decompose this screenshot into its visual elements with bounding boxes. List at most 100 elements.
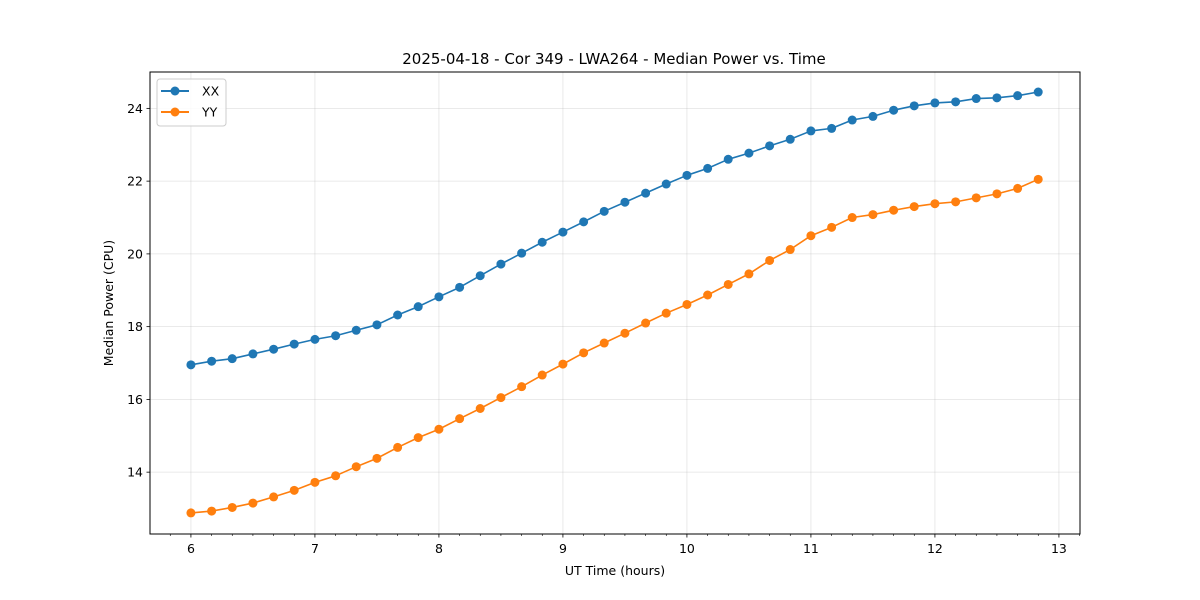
- data-point-yy: [971, 193, 981, 203]
- grid: [150, 72, 1080, 534]
- data-point-yy: [909, 202, 919, 212]
- data-point-yy: [455, 414, 465, 424]
- data-point-xx: [641, 188, 651, 198]
- data-point-yy: [847, 213, 857, 223]
- data-point-xx: [806, 126, 816, 136]
- data-point-yy: [620, 328, 630, 338]
- data-point-xx: [1013, 91, 1023, 101]
- data-point-xx: [496, 259, 506, 269]
- x-tick-label: 11: [803, 541, 819, 556]
- data-point-yy: [351, 462, 361, 472]
- data-point-yy: [537, 370, 547, 380]
- data-point-xx: [372, 320, 382, 330]
- data-point-xx: [971, 94, 981, 104]
- y-tick-label: 16: [127, 392, 143, 407]
- series-layer: [186, 87, 1043, 518]
- data-point-xx: [951, 97, 961, 107]
- data-point-yy: [558, 359, 568, 369]
- chart-title: 2025-04-18 - Cor 349 - LWA264 - Median P…: [402, 50, 826, 68]
- data-point-yy: [248, 498, 258, 508]
- data-point-yy: [765, 255, 775, 265]
- data-point-xx: [475, 271, 485, 281]
- x-tick-label: 10: [679, 541, 695, 556]
- data-point-xx: [992, 93, 1002, 103]
- plot-frame: [149, 71, 1081, 535]
- data-point-xx: [579, 217, 589, 227]
- data-point-xx: [269, 344, 279, 354]
- x-tick-label: 8: [435, 541, 443, 556]
- data-point-yy: [992, 189, 1002, 199]
- y-tick-label: 14: [127, 465, 143, 480]
- legend-marker-xx: [170, 86, 180, 96]
- y-tick-label: 20: [127, 246, 143, 261]
- data-point-xx: [930, 98, 940, 108]
- data-point-xx: [868, 111, 878, 121]
- data-point-xx: [537, 237, 547, 247]
- data-point-xx: [207, 356, 217, 366]
- data-point-xx: [289, 339, 299, 349]
- data-point-yy: [682, 299, 692, 309]
- data-point-yy: [1033, 174, 1043, 184]
- data-point-yy: [579, 348, 589, 358]
- x-tick-label: 7: [311, 541, 319, 556]
- data-point-yy: [951, 197, 961, 207]
- data-point-yy: [269, 492, 279, 502]
- data-point-yy: [806, 231, 816, 241]
- x-tick-label: 13: [1051, 541, 1067, 556]
- data-point-xx: [434, 292, 444, 302]
- x-tick-label: 12: [927, 541, 943, 556]
- data-point-xx: [723, 154, 733, 164]
- data-point-yy: [599, 338, 609, 348]
- data-point-yy: [310, 477, 320, 487]
- data-point-xx: [599, 206, 609, 216]
- legend: XX YY: [156, 78, 227, 127]
- data-point-xx: [661, 179, 671, 189]
- data-point-yy: [827, 222, 837, 232]
- data-point-yy: [703, 290, 713, 300]
- data-point-yy: [393, 442, 403, 452]
- y-axis-label: Median Power (CPU): [101, 240, 116, 366]
- series-line-yy: [190, 178, 1039, 514]
- data-point-xx: [331, 331, 341, 341]
- data-point-xx: [248, 349, 258, 359]
- legend-marker-yy: [170, 107, 180, 117]
- legend-label-xx: XX: [202, 84, 220, 99]
- data-point-xx: [393, 310, 403, 320]
- data-point-yy: [930, 199, 940, 209]
- data-point-xx: [1033, 87, 1043, 97]
- data-point-xx: [227, 354, 237, 364]
- data-point-xx: [703, 163, 713, 173]
- data-point-xx: [558, 227, 568, 237]
- data-point-xx: [186, 360, 196, 370]
- data-point-xx: [517, 248, 527, 258]
- y-tick-label: 18: [127, 319, 143, 334]
- data-point-xx: [909, 101, 919, 111]
- data-point-yy: [744, 269, 754, 279]
- y-tick-label: 24: [127, 101, 143, 116]
- data-point-yy: [1013, 183, 1023, 193]
- data-point-yy: [227, 502, 237, 512]
- data-point-yy: [517, 382, 527, 392]
- data-point-xx: [889, 105, 899, 115]
- data-point-xx: [455, 282, 465, 292]
- data-point-xx: [351, 325, 361, 335]
- data-point-yy: [868, 210, 878, 220]
- data-point-yy: [785, 245, 795, 255]
- data-point-xx: [744, 148, 754, 158]
- data-point-yy: [331, 471, 341, 481]
- x-axis-label: UT Time (hours): [565, 563, 665, 578]
- data-point-yy: [289, 485, 299, 495]
- data-point-xx: [413, 302, 423, 312]
- data-point-xx: [310, 334, 320, 344]
- x-tick-label: 9: [559, 541, 567, 556]
- data-point-yy: [434, 424, 444, 434]
- series-line-xx: [190, 91, 1039, 366]
- data-point-yy: [413, 433, 423, 443]
- data-point-yy: [661, 308, 671, 318]
- data-point-xx: [827, 123, 837, 133]
- x-tick-label: 6: [187, 541, 195, 556]
- data-point-xx: [847, 115, 857, 125]
- legend-label-yy: YY: [201, 105, 218, 120]
- data-point-xx: [785, 134, 795, 144]
